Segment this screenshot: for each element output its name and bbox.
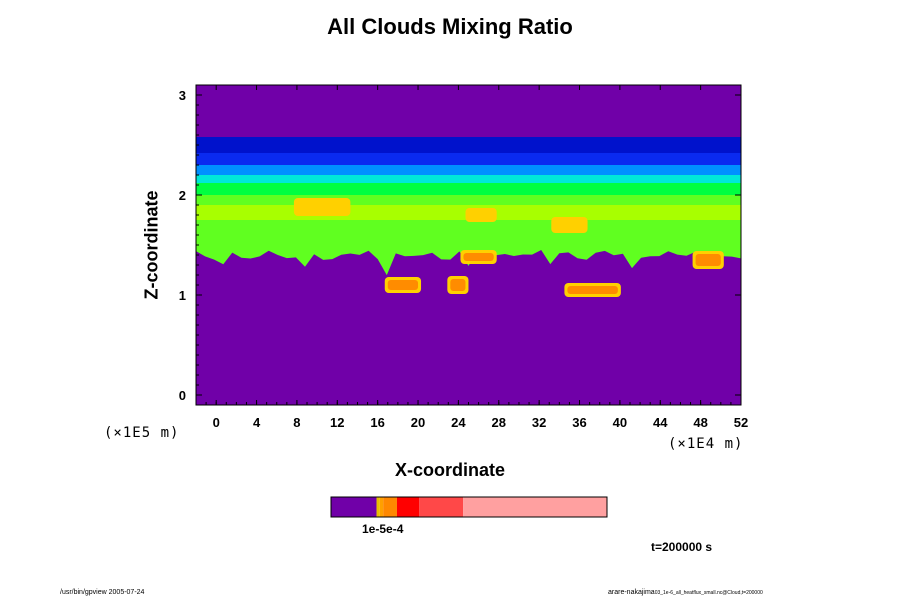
x-axis-ticks: 0 4 8 12 16 20 24 28 32 36 40 44 48 52 bbox=[195, 85, 748, 430]
colorbar-frame bbox=[330, 496, 608, 518]
x-tick-label: 28 bbox=[492, 415, 506, 430]
footer-right-main: arare-nakajima bbox=[608, 589, 655, 596]
x-tick-label: 44 bbox=[653, 415, 668, 430]
y-tick-label: 1 bbox=[179, 288, 186, 303]
x-tick-label: 36 bbox=[572, 415, 586, 430]
y-tick-label: 0 bbox=[179, 388, 186, 403]
colorbar bbox=[330, 496, 608, 518]
x-tick-label: 32 bbox=[532, 415, 546, 430]
hot-spot bbox=[296, 201, 348, 213]
x-axis-label: X-coordinate bbox=[394, 460, 505, 480]
colorbar-segment bbox=[396, 497, 420, 517]
x-tick-label: 12 bbox=[330, 415, 344, 430]
x-scale-note: (×1E4 m) bbox=[668, 436, 744, 452]
colorbar-segment bbox=[383, 497, 397, 517]
colorbar-segment bbox=[379, 497, 384, 517]
x-tick-label: 48 bbox=[693, 415, 707, 430]
heatmap-layer bbox=[196, 137, 741, 153]
footer-right-small: 03_1e-6_all_heatflux_small.nc@Cloud,t=20… bbox=[654, 590, 763, 596]
colorbar-labels: 1e-5e-4 bbox=[362, 522, 404, 536]
hot-spot bbox=[463, 253, 494, 261]
x-tick-label: 52 bbox=[734, 415, 748, 430]
x-tick-label: 24 bbox=[451, 415, 466, 430]
footer-left: /usr/bin/gpview 2005-07-24 bbox=[60, 589, 145, 596]
heatmap-field bbox=[196, 85, 741, 405]
x-tick-label: 16 bbox=[370, 415, 384, 430]
colorbar-segment bbox=[331, 497, 377, 517]
heatmap-layer bbox=[196, 183, 741, 195]
hot-spot bbox=[695, 254, 721, 266]
y-axis-ticks: 0 1 2 3 bbox=[179, 88, 741, 403]
colorbar-segment bbox=[463, 497, 607, 517]
y-tick-label: 2 bbox=[179, 188, 186, 203]
footer-right: arare-nakajima03_1e-6_all_heatflux_small… bbox=[608, 589, 763, 596]
hot-spot bbox=[387, 280, 419, 290]
chart-title: All Clouds Mixing Ratio bbox=[327, 14, 573, 39]
y-axis-label: Z-coordinate bbox=[141, 190, 162, 300]
heatmap-layer bbox=[196, 153, 741, 165]
colorbar-segment bbox=[419, 497, 464, 517]
y-tick-label: 3 bbox=[179, 88, 186, 103]
heatmap-layer bbox=[196, 175, 741, 183]
hot-spot bbox=[450, 279, 466, 291]
hot-spot bbox=[567, 286, 618, 294]
x-tick-label: 4 bbox=[253, 415, 261, 430]
time-label: t=200000 s bbox=[651, 540, 713, 554]
hot-spot bbox=[468, 211, 494, 219]
hot-spot bbox=[554, 220, 585, 230]
x-tick-label: 20 bbox=[411, 415, 425, 430]
x-tick-label: 40 bbox=[613, 415, 627, 430]
x-tick-label: 0 bbox=[213, 415, 220, 430]
heatmap-layer bbox=[196, 165, 741, 175]
y-scale-note: (×1E5 m) bbox=[104, 425, 180, 441]
colorbar-segment bbox=[376, 497, 380, 517]
x-tick-label: 8 bbox=[293, 415, 300, 430]
